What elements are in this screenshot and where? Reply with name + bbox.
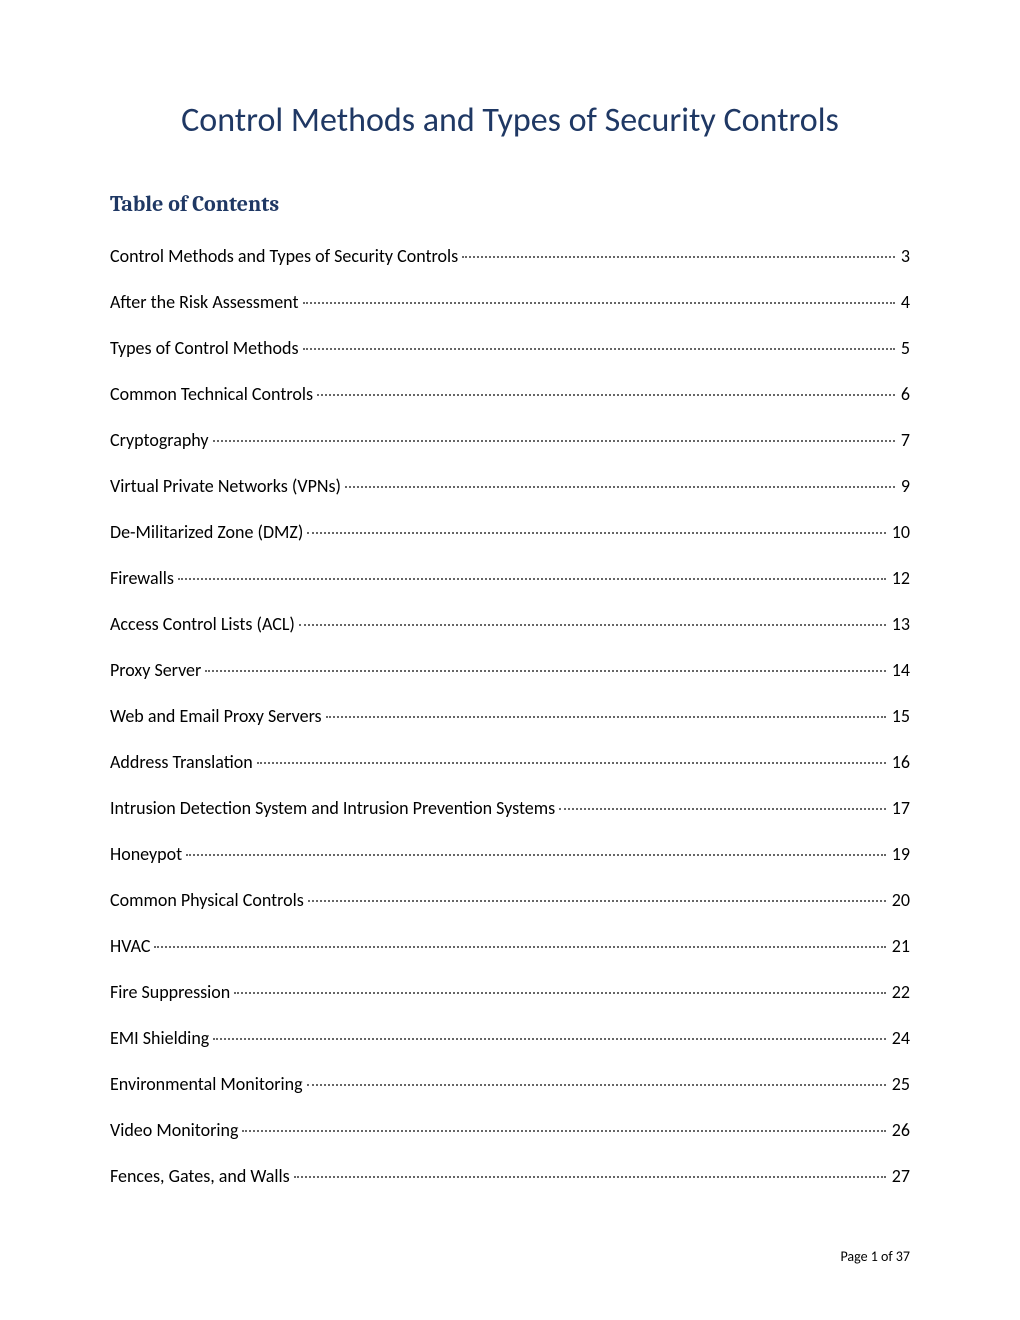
toc-item-page: 10 — [890, 521, 910, 543]
toc-item[interactable]: After the Risk Assessment 4 — [110, 291, 910, 313]
toc-item-page: 27 — [890, 1165, 910, 1187]
toc-item-label: Environmental Monitoring — [110, 1073, 303, 1095]
toc-item-page: 25 — [890, 1073, 910, 1095]
toc-dots — [345, 486, 895, 488]
toc-dots — [154, 946, 885, 948]
toc-dots — [462, 256, 895, 258]
toc-item[interactable]: Access Control Lists (ACL) 13 — [110, 613, 910, 635]
toc-item[interactable]: Control Methods and Types of Security Co… — [110, 245, 910, 267]
toc-item-page: 14 — [890, 659, 910, 681]
toc-item-page: 19 — [890, 843, 910, 865]
toc-item-page: 12 — [890, 567, 910, 589]
toc-item-page: 13 — [890, 613, 910, 635]
toc-item-page: 6 — [899, 383, 910, 405]
toc-item-label: Video Monitoring — [110, 1119, 238, 1141]
toc-dots — [317, 394, 895, 396]
toc-item-page: 17 — [890, 797, 910, 819]
toc-item-label: HVAC — [110, 935, 150, 957]
toc-item[interactable]: Firewalls 12 — [110, 567, 910, 589]
toc-item-page: 9 — [899, 475, 910, 497]
toc-item[interactable]: De-Militarized Zone (DMZ) 10 — [110, 521, 910, 543]
toc-dots — [294, 1176, 886, 1178]
toc-item-page: 15 — [890, 705, 910, 727]
toc-item-page: 4 — [899, 291, 910, 313]
toc-item-page: 7 — [899, 429, 910, 451]
toc-item-page: 3 — [899, 245, 910, 267]
toc-dots — [303, 302, 895, 304]
toc-item[interactable]: Fences, Gates, and Walls 27 — [110, 1165, 910, 1187]
toc-dots — [242, 1130, 885, 1132]
toc-item[interactable]: EMI Shielding 24 — [110, 1027, 910, 1049]
toc-dots — [234, 992, 885, 994]
toc-dots — [178, 578, 886, 580]
toc-item[interactable]: Web and Email Proxy Servers 15 — [110, 705, 910, 727]
toc-dots — [303, 348, 895, 350]
toc-item[interactable]: Fire Suppression 22 — [110, 981, 910, 1003]
toc-dots — [559, 808, 886, 810]
toc-item-label: Firewalls — [110, 567, 174, 589]
toc-item-page: 20 — [890, 889, 910, 911]
toc-item[interactable]: Proxy Server 14 — [110, 659, 910, 681]
toc-item-page: 26 — [890, 1119, 910, 1141]
toc-item[interactable]: HVAC 21 — [110, 935, 910, 957]
toc-item[interactable]: Honeypot 19 — [110, 843, 910, 865]
toc-list: Control Methods and Types of Security Co… — [110, 245, 910, 1187]
toc-item-label: EMI Shielding — [110, 1027, 209, 1049]
toc-dots — [257, 762, 886, 764]
toc-item-page: 22 — [890, 981, 910, 1003]
toc-dots — [307, 532, 885, 534]
page-footer: Page 1 of 37 — [840, 1248, 910, 1265]
toc-dots — [307, 1084, 886, 1086]
toc-dots — [326, 716, 886, 718]
toc-item-label: Proxy Server — [110, 659, 201, 681]
toc-item[interactable]: Types of Control Methods 5 — [110, 337, 910, 359]
toc-item[interactable]: Intrusion Detection System and Intrusion… — [110, 797, 910, 819]
toc-dots — [213, 440, 895, 442]
toc-item-label: Common Physical Controls — [110, 889, 304, 911]
toc-item[interactable]: Common Technical Controls 6 — [110, 383, 910, 405]
toc-item[interactable]: Address Translation 16 — [110, 751, 910, 773]
toc-item-label: Fences, Gates, and Walls — [110, 1165, 290, 1187]
toc-item-label: Fire Suppression — [110, 981, 230, 1003]
toc-item-label: Types of Control Methods — [110, 337, 299, 359]
toc-item[interactable]: Virtual Private Networks (VPNs) 9 — [110, 475, 910, 497]
toc-item-page: 21 — [890, 935, 910, 957]
toc-item-label: Address Translation — [110, 751, 253, 773]
toc-item[interactable]: Environmental Monitoring 25 — [110, 1073, 910, 1095]
toc-item-page: 16 — [890, 751, 910, 773]
toc-item[interactable]: Cryptography 7 — [110, 429, 910, 451]
toc-item-label: Access Control Lists (ACL) — [110, 613, 295, 635]
toc-item[interactable]: Common Physical Controls 20 — [110, 889, 910, 911]
toc-item-label: Virtual Private Networks (VPNs) — [110, 475, 341, 497]
toc-item-page: 24 — [890, 1027, 910, 1049]
toc-item-label: Cryptography — [110, 429, 209, 451]
toc-item-label: De-Militarized Zone (DMZ) — [110, 521, 303, 543]
toc-item-label: Web and Email Proxy Servers — [110, 705, 322, 727]
toc-item-label: After the Risk Assessment — [110, 291, 299, 313]
toc-item-label: Intrusion Detection System and Intrusion… — [110, 797, 555, 819]
toc-item-page: 5 — [899, 337, 910, 359]
toc-dots — [205, 670, 885, 672]
toc-dots — [213, 1038, 886, 1040]
toc-dots — [186, 854, 886, 856]
toc-item-label: Common Technical Controls — [110, 383, 313, 405]
toc-dots — [308, 900, 886, 902]
toc-dots — [299, 624, 886, 626]
toc-heading: Table of Contents — [110, 191, 910, 217]
toc-item-label: Honeypot — [110, 843, 182, 865]
toc-item[interactable]: Video Monitoring 26 — [110, 1119, 910, 1141]
toc-item-label: Control Methods and Types of Security Co… — [110, 245, 458, 267]
document-title: Control Methods and Types of Security Co… — [110, 100, 910, 141]
